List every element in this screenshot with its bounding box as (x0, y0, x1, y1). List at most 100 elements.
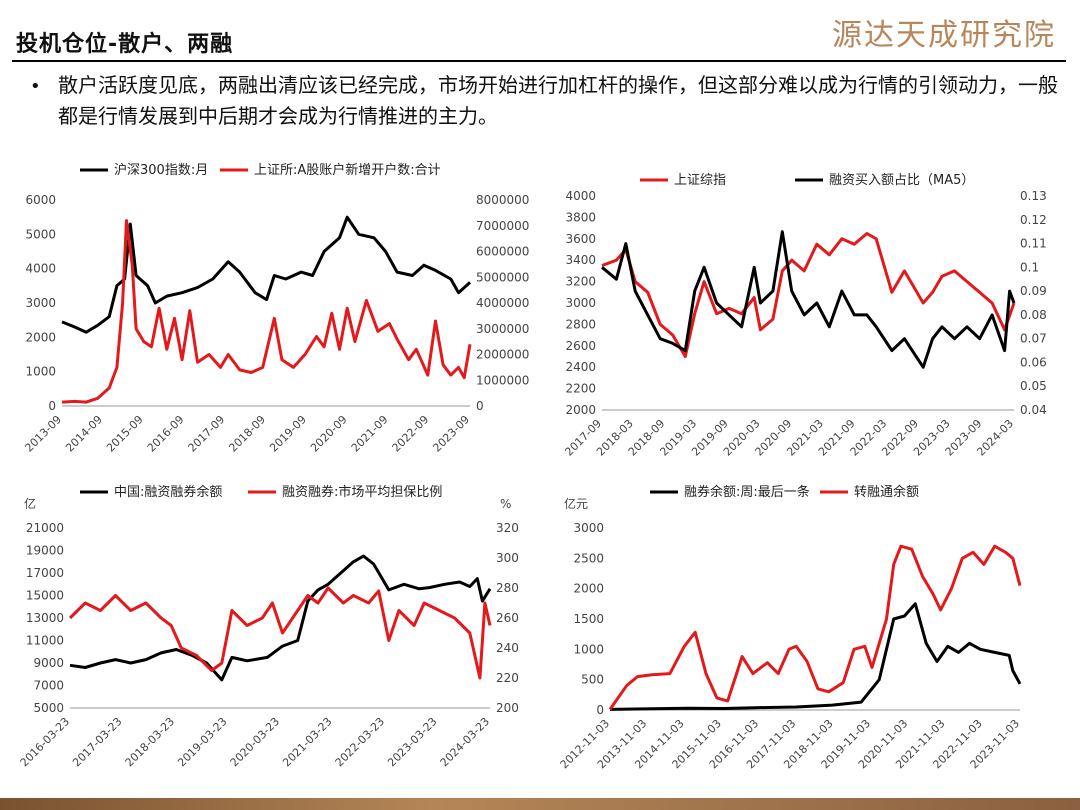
x-tick-label: 2024-03-23 (438, 715, 492, 769)
x-tick-label: 2019-09 (267, 413, 309, 455)
y-right-tick-label: 0.11 (1020, 237, 1047, 251)
x-tick-label: 2022-09 (390, 413, 432, 455)
y-left-tick-label: 17000 (26, 566, 64, 580)
y-left-tick-label: 3200 (565, 275, 596, 289)
legend-label-1: 上证所:A股账户新增开户数:合计 (254, 162, 441, 178)
y-left-tick-label: 2200 (565, 382, 596, 396)
y-right-tick-label: 260 (496, 611, 519, 625)
y-left-tick-label: 15000 (26, 589, 64, 603)
y-left-tick-label: 2000 (573, 582, 604, 596)
series-line-1 (601, 230, 1016, 369)
y-right-tick-label: 280 (496, 581, 519, 595)
y-left-tick-label: 3000 (573, 521, 604, 535)
y-left-tick-label: 0 (596, 703, 604, 717)
x-tick-label: 2022-03-23 (333, 715, 387, 769)
legend-label-0: 中国:融资融券余额 (114, 484, 222, 500)
legend-label-0: 沪深300指数:月 (114, 162, 208, 178)
y-left-tick-label: 19000 (26, 544, 64, 558)
x-tick-label: 2016-09 (145, 413, 187, 455)
y-right-tick-label: 220 (496, 671, 519, 685)
y-left-tick-label: 6000 (25, 193, 56, 207)
y-left-tick-label: 5000 (25, 227, 56, 241)
y-right-tick-label: 0.08 (1020, 308, 1047, 322)
y-left-tick-label: 1000 (25, 365, 56, 379)
x-tick-label: 2017-03-23 (70, 715, 124, 769)
x-tick-label: 2020-09 (308, 413, 350, 455)
y-left-tick-label: 11000 (26, 634, 64, 648)
y-left-unit-label: 亿 (24, 496, 36, 511)
x-tick-label: 2021-03-23 (280, 715, 334, 769)
y-left-tick-label: 5000 (33, 701, 64, 715)
y-right-tick-label: 0.13 (1020, 189, 1047, 203)
y-right-tick-label: 320 (496, 521, 519, 535)
x-tick-label: 2017-09 (186, 413, 228, 455)
y-left-tick-label: 4000 (25, 262, 56, 276)
y-left-tick-label: 1000 (573, 642, 604, 656)
y-left-tick-label: 13000 (26, 611, 64, 625)
x-tick-label: 2018-09 (226, 413, 268, 455)
y-right-tick-label: 300 (496, 551, 519, 565)
y-left-tick-label: 3400 (565, 253, 596, 267)
footer-bar (0, 798, 1080, 810)
legend-label-1: 融资买入额占比（MA5） (829, 173, 974, 188)
x-tick-label: 2019-03-23 (175, 715, 229, 769)
y-left-tick-label: 2000 (25, 330, 56, 344)
chart-short-balance-vs-refinancing: 050010001500200025003000亿元2012-11-032013… (558, 484, 1022, 771)
x-tick-label: 2023-09 (430, 413, 472, 455)
y-right-tick-label: 0.12 (1020, 213, 1047, 227)
y-left-tick-label: 1500 (573, 612, 604, 626)
y-left-tick-label: 500 (581, 673, 604, 687)
y-left-tick-label: 2600 (565, 339, 596, 353)
y-right-tick-label: 4000000 (476, 296, 529, 310)
chart-sse-vs-margin-buy-ratio: 2000 2200 2400 2600 2800 3000 3200 3400 3600 3800… (562, 173, 1047, 459)
y-right-tick-label: 8000000 (476, 193, 529, 207)
series-line-0 (609, 602, 1022, 711)
y-right-unit-label: % (500, 497, 511, 511)
y-right-tick-label: 0.1 (1020, 260, 1039, 274)
y-right-tick-label: 5000000 (476, 270, 529, 284)
y-left-tick-label: 21000 (26, 521, 64, 535)
y-left-tick-label: 2400 (565, 360, 596, 374)
legend-label-1: 融资融券:市场平均担保比例 (282, 484, 442, 500)
y-left-tick-label: 2800 (565, 317, 596, 331)
y-right-tick-label: 0.06 (1020, 355, 1047, 369)
bullet-icon: • (30, 76, 41, 97)
x-tick-label: 2018-03-23 (123, 715, 177, 769)
y-left-tick-label: 2000 (565, 403, 596, 417)
y-left-tick-label: 7000 (33, 679, 64, 693)
series-line-1 (68, 586, 492, 680)
x-tick-label: 2015-09 (104, 413, 146, 455)
summary-bullet-text: 散户活跃度见底，两融出清应该已经完成，市场开始进行加杠杆的操作，但这部分难以成为… (58, 73, 1058, 128)
x-tick-label: 2023-03-23 (385, 715, 439, 769)
title-divider (12, 60, 1066, 62)
y-right-tick-label: 200 (496, 701, 519, 715)
brand-logo: 源达天成研究院 (832, 18, 1056, 53)
y-left-tick-label: 3000 (565, 296, 596, 310)
y-left-tick-label: 3000 (25, 296, 56, 310)
series-line-1 (608, 544, 1022, 711)
y-left-unit-label: 亿元 (564, 496, 588, 511)
x-tick-label: 2014-09 (63, 413, 105, 455)
y-right-tick-label: 240 (496, 641, 519, 655)
legend-label-1: 转融通余额 (854, 484, 919, 500)
y-right-tick-label: 0.07 (1020, 332, 1047, 346)
y-left-tick-label: 9000 (33, 656, 64, 670)
x-tick-label: 2016-03-23 (18, 715, 72, 769)
chart-hs300-vs-new-accounts: 0 1000 2000 3000 4000 5000 6000 0 1000000 2000000… (22, 162, 529, 455)
y-left-tick-label: 3600 (565, 232, 596, 246)
series-line-1 (61, 219, 472, 404)
y-right-tick-label: 0 (476, 399, 484, 413)
y-right-tick-label: 0.04 (1020, 403, 1047, 417)
y-right-tick-label: 6000000 (476, 245, 529, 259)
y-left-tick-label: 2500 (573, 551, 604, 565)
series-line-0 (601, 232, 1016, 358)
page-title: 投机仓位-散户、两融 (16, 32, 234, 57)
y-right-tick-label: 3000000 (476, 322, 529, 336)
y-left-tick-label: 4000 (565, 189, 596, 203)
x-tick-label: 2021-09 (349, 413, 391, 455)
legend-label-0: 融券余额:周:最后一条 (684, 484, 810, 500)
y-right-tick-label: 2000000 (476, 348, 529, 362)
y-right-tick-label: 0.09 (1020, 284, 1047, 298)
y-right-tick-label: 1000000 (476, 373, 529, 387)
y-left-tick-label: 3800 (565, 210, 596, 224)
